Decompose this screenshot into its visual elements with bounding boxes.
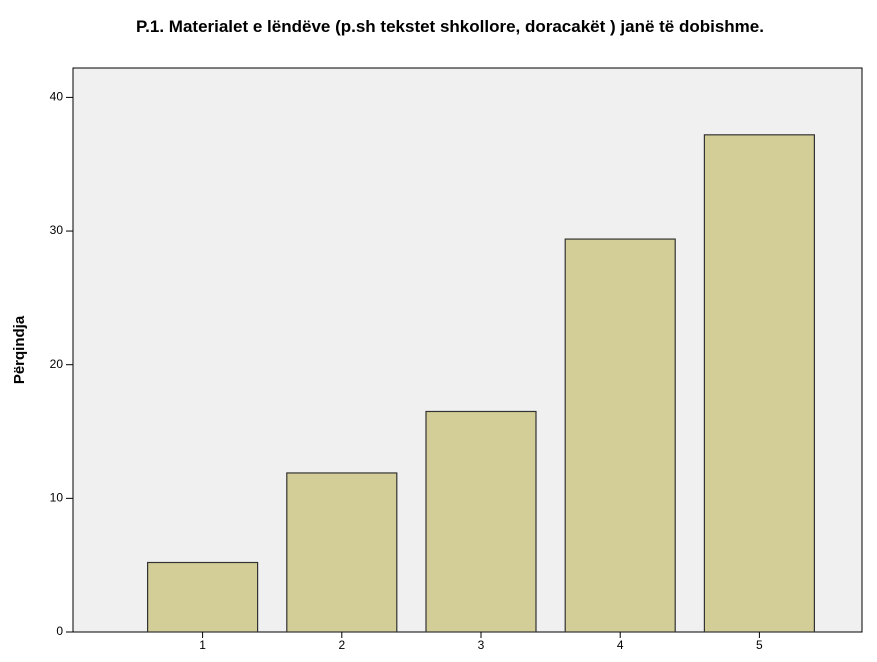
y-tick-label: 30 <box>50 223 64 237</box>
x-tick-label: 2 <box>338 638 345 652</box>
x-tick-label: 5 <box>756 638 763 652</box>
bar <box>147 561 259 633</box>
x-tick-label: 4 <box>617 638 624 652</box>
x-tick-label: 3 <box>478 638 485 652</box>
y-tick-label: 0 <box>56 624 63 638</box>
y-axis-label: Përqindja <box>11 315 28 384</box>
y-tick-label: 20 <box>50 357 64 371</box>
bar <box>703 134 816 633</box>
y-tick-label: 10 <box>50 491 64 505</box>
y-tick-label: 40 <box>50 90 64 104</box>
bar <box>564 238 676 633</box>
bar <box>425 410 537 633</box>
bar <box>286 472 398 633</box>
x-tick-label: 1 <box>199 638 206 652</box>
chart-title: P.1. Materialet e lëndëve (p.sh tekstet … <box>136 17 764 36</box>
